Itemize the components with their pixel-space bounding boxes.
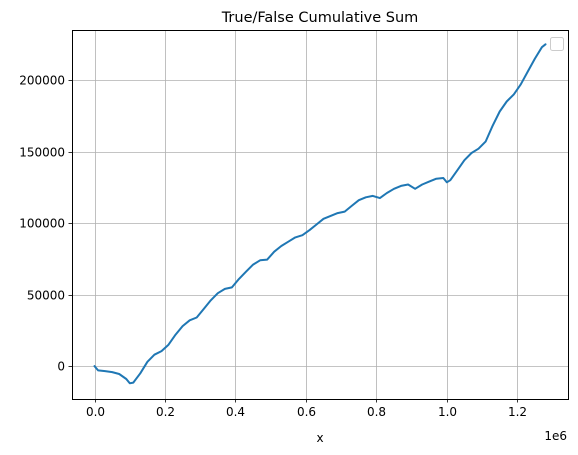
y-tick-label: 0: [57, 360, 65, 374]
x-tick-label: 0.4: [226, 405, 245, 419]
x-axis-ticks: 0.0 0.2 0.4 0.6 0.8 1.0 1.2: [86, 399, 527, 419]
y-axis-ticks: 0 50000 100000 150000 200000: [19, 74, 72, 374]
chart-title: True/False Cumulative Sum: [221, 10, 419, 26]
series-line: [93, 43, 547, 385]
series-layer: [93, 43, 547, 385]
y-tick-label: 200000: [19, 74, 65, 88]
x-tick-label: 0.8: [367, 405, 386, 419]
legend-box: [550, 37, 564, 51]
x-tick-label: 1.0: [438, 405, 457, 419]
x-tick-label: 1.2: [508, 405, 527, 419]
x-tick-label: 0.6: [297, 405, 316, 419]
x-tick-label: 0.0: [86, 405, 105, 419]
plot-area-frame: [72, 30, 569, 400]
grid-lines: [72, 30, 568, 399]
y-tick-label: 150000: [19, 146, 65, 160]
y-tick-label: 50000: [27, 289, 65, 303]
y-tick-label: 100000: [19, 217, 65, 231]
x-axis-label: x: [316, 431, 323, 445]
x-tick-label: 0.2: [156, 405, 175, 419]
x-axis-offset-label: 1e6: [544, 429, 567, 443]
